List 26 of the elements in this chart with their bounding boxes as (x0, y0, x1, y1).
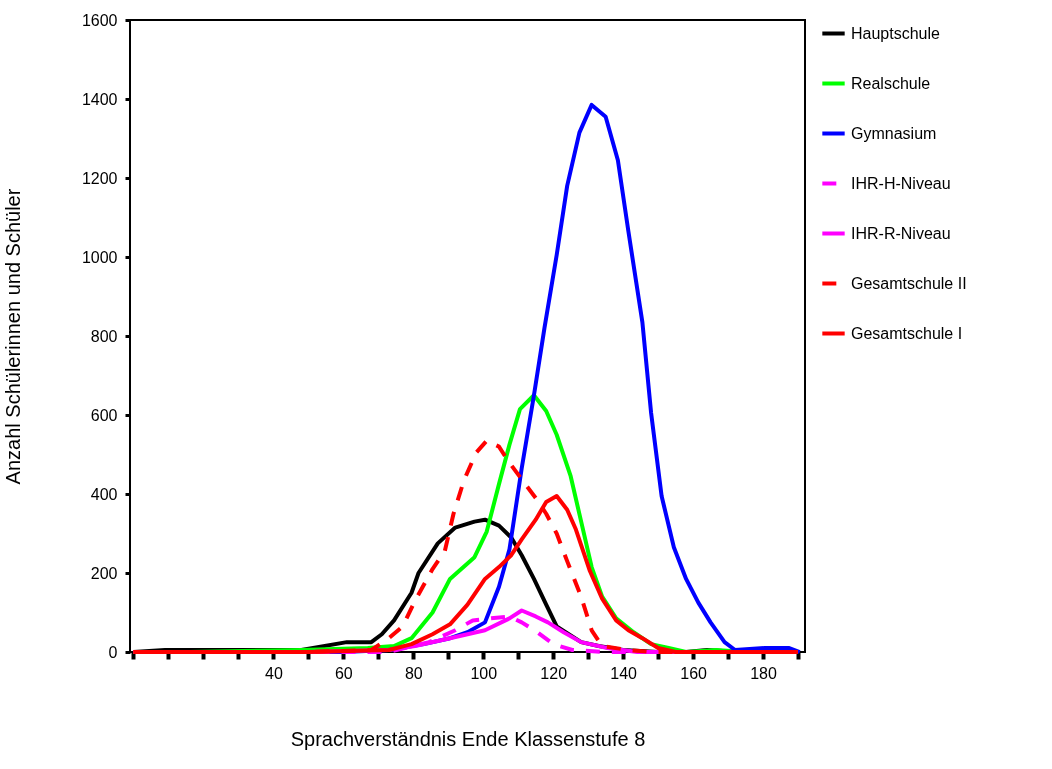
legend-label: IHR-R-Niveau (851, 224, 951, 242)
x-tick-label: 180 (750, 664, 777, 682)
x-tick-label: 120 (540, 664, 568, 682)
y-tick-label: 400 (90, 485, 118, 503)
x-tick-label: 140 (610, 664, 638, 682)
y-tick-label: 0 (108, 643, 118, 661)
y-tick-label: 1000 (81, 248, 118, 266)
x-tick-label: 160 (680, 664, 708, 682)
y-tick-label: 1600 (81, 11, 118, 29)
legend-label: Realschule (851, 74, 931, 92)
y-tick-label: 600 (90, 406, 118, 424)
legend-label: Gesamtschule I (851, 324, 963, 342)
legend-label: Hauptschule (851, 24, 941, 42)
legend-label: Gesamtschule II (851, 274, 967, 292)
y-tick-label: 1400 (81, 90, 118, 108)
x-axis-title: Sprachverständnis Ende Klassenstufe 8 (290, 727, 646, 750)
y-axis-title: Anzahl Schülerinnen und Schüler (1, 188, 24, 485)
y-tick-label: 800 (90, 327, 118, 345)
x-tick-label: 40 (265, 664, 283, 682)
legend-label: Gymnasium (851, 124, 937, 142)
x-tick-label: 60 (334, 664, 353, 682)
y-tick-label: 1200 (81, 169, 118, 187)
legend-label: IHR-H-Niveau (851, 174, 951, 192)
y-tick-label: 200 (90, 564, 118, 582)
x-tick-label: 80 (404, 664, 423, 682)
x-tick-label: 100 (470, 664, 498, 682)
